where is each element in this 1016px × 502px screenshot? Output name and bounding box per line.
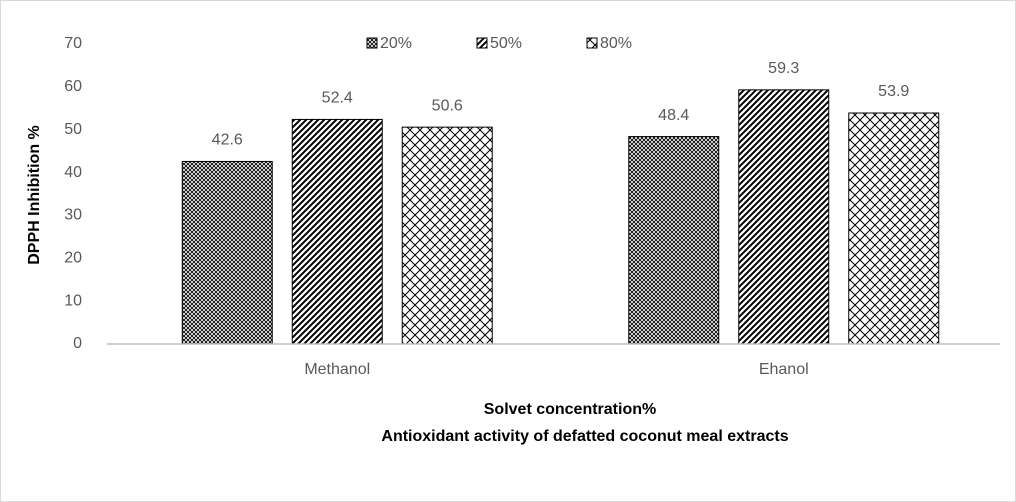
y-tick-label: 70 (64, 35, 82, 52)
bar (738, 89, 830, 345)
legend-swatch (586, 37, 598, 49)
bar (628, 136, 720, 345)
data-label: 48.4 (658, 107, 689, 124)
y-tick-label: 50 (64, 121, 82, 138)
legend-swatch (366, 37, 378, 49)
data-label: 59.3 (768, 60, 799, 77)
x-tick-label: Ehanol (759, 361, 809, 378)
x-axis-label: Solvet concentration% (484, 401, 656, 418)
legend-label: 50% (490, 35, 522, 52)
data-label: 50.6 (432, 97, 463, 114)
data-label: 42.6 (212, 132, 243, 149)
y-axis-label: DPPH Inhibition % (26, 125, 43, 265)
data-label: 53.9 (878, 83, 909, 100)
y-tick-label: 40 (64, 164, 82, 181)
chart-title: Antioxidant activity of defatted coconut… (381, 428, 788, 445)
bar (848, 112, 940, 345)
bar (181, 160, 273, 345)
y-tick-label: 0 (73, 335, 82, 352)
y-tick-label: 30 (64, 207, 82, 224)
legend-label: 20% (380, 35, 412, 52)
x-tick-label: Methanol (304, 361, 370, 378)
bar (401, 126, 493, 345)
y-tick-label: 10 (64, 292, 82, 309)
data-label: 52.4 (322, 90, 353, 107)
bar (291, 118, 383, 345)
y-tick-label: 20 (64, 250, 82, 267)
legend-swatch (476, 37, 488, 49)
y-tick-label: 60 (64, 78, 82, 95)
legend-label: 80% (600, 35, 632, 52)
